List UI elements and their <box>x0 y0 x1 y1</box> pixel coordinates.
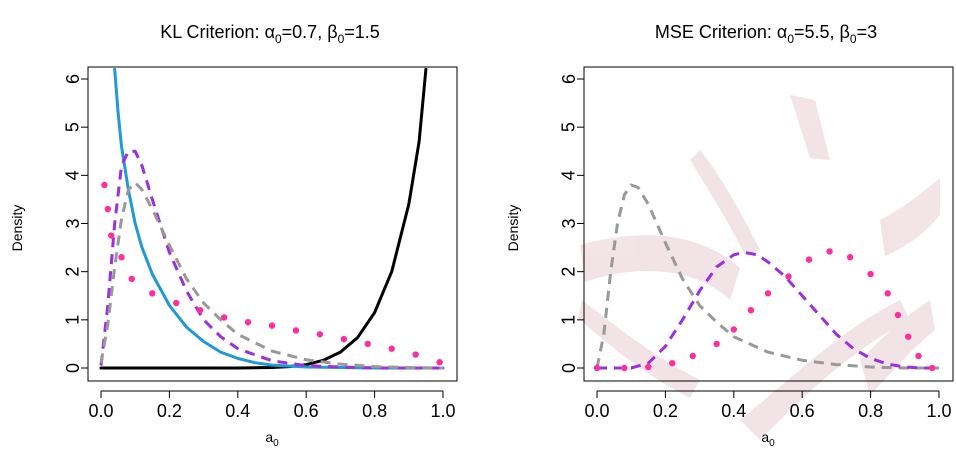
series-4-point <box>108 232 115 239</box>
series-layer <box>99 67 445 370</box>
x-tick-label: 0.6 <box>294 401 319 421</box>
series-2-point <box>593 364 601 372</box>
series-2-point <box>905 333 912 340</box>
y-tick-label: 5 <box>559 122 579 132</box>
x-tick-label: 0.2 <box>653 401 678 421</box>
series-1-line <box>113 67 445 370</box>
series-2-line <box>99 149 443 370</box>
x-tick-label: 0.8 <box>362 401 387 421</box>
series-4-point <box>268 322 276 329</box>
series-2-point <box>713 340 720 348</box>
x-tick-label: 0.4 <box>225 401 250 421</box>
series-4-point <box>128 275 135 283</box>
plot-frame <box>87 66 458 382</box>
series-2-point <box>645 363 652 371</box>
x-axis: 0.0 0.2 0.4 0.6 0.8 1.0 <box>88 390 456 421</box>
series-3-line <box>99 181 444 370</box>
series-0-line <box>99 67 428 370</box>
series-2-point <box>669 359 676 367</box>
y-tick-label: 3 <box>63 218 83 228</box>
series-2-point <box>764 290 772 297</box>
series-4-point <box>220 314 228 321</box>
x-tick-label: 1.0 <box>430 401 455 421</box>
series-2-point <box>730 326 737 333</box>
x-axis-label: a0 <box>761 429 775 449</box>
kl-criterion-panel: KL Criterion: α0=0.7, β0=1.5 0.0 0.2 0.4 0.… <box>9 22 458 449</box>
series-2-point <box>928 364 936 372</box>
y-tick-label: 1 <box>559 315 579 325</box>
series-2-point <box>884 290 891 297</box>
series-2-point <box>689 352 696 360</box>
y-tick-label: 4 <box>63 170 83 180</box>
y-axis: 0 1 2 3 4 5 6 <box>559 74 585 373</box>
series-4-point <box>173 299 180 307</box>
series-2-point <box>915 352 922 360</box>
y-tick-label: 0 <box>559 363 579 373</box>
x-tick-label: 0.0 <box>88 401 113 421</box>
series-2-point <box>894 311 902 319</box>
y-tick-label: 2 <box>559 267 579 277</box>
x-tick-label: 0.2 <box>157 401 182 421</box>
y-tick-label: 0 <box>63 363 83 373</box>
series-4-point <box>101 181 108 189</box>
panel-title: MSE Criterion: α0=5.5, β0=3 <box>655 22 877 46</box>
x-tick-label: 1.0 <box>926 401 951 421</box>
series-4-point <box>104 205 112 213</box>
series-2-point <box>826 248 833 255</box>
y-tick-label: 1 <box>63 315 83 325</box>
series-4-point <box>118 254 125 261</box>
series-4-point <box>388 345 395 352</box>
x-tick-label: 0.6 <box>790 401 815 421</box>
series-4-point <box>340 335 348 343</box>
series-4-point <box>436 359 443 366</box>
y-tick-label: 6 <box>63 74 83 84</box>
series-4-point <box>316 331 324 338</box>
series-layer <box>593 183 939 372</box>
series-1-line <box>597 250 939 370</box>
y-tick-label: 4 <box>559 170 579 180</box>
x-axis: 0.0 0.2 0.4 0.6 0.8 1.0 <box>584 390 952 421</box>
x-axis-label: a0 <box>265 429 279 449</box>
series-2-point <box>846 254 854 261</box>
y-axis-label: Density <box>505 205 521 252</box>
x-tick-label: 0.8 <box>858 401 883 421</box>
series-2-point <box>621 364 628 372</box>
series-4-point <box>364 340 371 348</box>
mse-criterion-panel: MSE Criterion: α0=5.5, β0=3 0.0 0.2 0.4 0.6… <box>505 22 954 449</box>
series-4-point <box>412 351 419 358</box>
x-tick-label: 0.0 <box>584 401 609 421</box>
y-tick-label: 2 <box>63 267 83 277</box>
series-4-point <box>149 290 156 297</box>
series-2-point <box>785 273 792 280</box>
watermark <box>578 95 940 440</box>
y-axis-label: Density <box>9 205 25 252</box>
series-2-point <box>747 307 755 314</box>
series-0-line <box>595 183 939 370</box>
series-2-point <box>805 256 813 263</box>
panel-title: KL Criterion: α0=0.7, β0=1.5 <box>160 22 380 46</box>
series-2-point <box>867 270 874 278</box>
series-4-point <box>196 307 204 314</box>
series-4-point <box>292 327 300 334</box>
y-tick-label: 6 <box>559 74 579 84</box>
x-tick-label: 0.4 <box>721 401 746 421</box>
y-tick-label: 5 <box>63 122 83 132</box>
series-4-point <box>244 319 252 326</box>
y-axis: 0 1 2 3 4 5 6 <box>63 74 89 373</box>
y-tick-label: 3 <box>559 218 579 228</box>
